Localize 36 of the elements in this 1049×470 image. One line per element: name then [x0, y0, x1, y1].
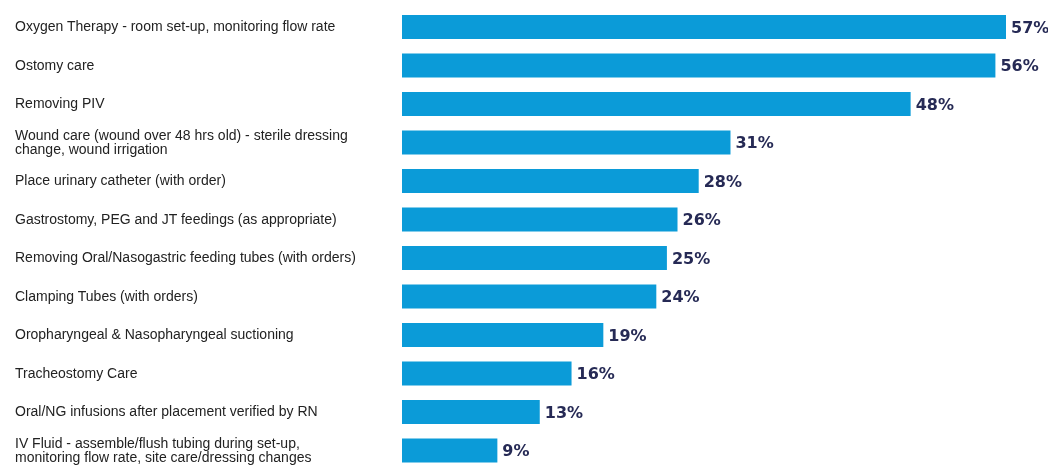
data-label: 13% [544, 402, 584, 422]
data-label: 56% [1000, 56, 1039, 76]
bar [402, 246, 667, 270]
y-tick-label: Place urinary catheter (with order) [15, 171, 226, 188]
bar [402, 15, 1006, 39]
bar [402, 92, 911, 116]
data-label: 25% [671, 248, 711, 268]
bar [402, 169, 699, 193]
data-label: 16% [576, 364, 615, 384]
bar [402, 284, 657, 309]
data-label: 57% [1011, 17, 1049, 37]
y-tick-label: Oral/NG infusions after placement verified by RN [15, 402, 318, 419]
data-label: 31% [735, 133, 774, 153]
data-label: 9% [502, 441, 530, 461]
y-tick-label: Gastrostomy, PEG and JT feedings (as appropriate) [15, 210, 337, 227]
data-label: 26% [682, 210, 721, 230]
y-tick-label: Tracheostomy Care [15, 364, 138, 381]
bar [402, 323, 604, 347]
bar [402, 207, 678, 232]
y-tick-label: Clamping Tubes (with orders) [15, 287, 198, 304]
y-tick-label: Removing Oral/Nasogastric feeding tubes (with orders) [15, 248, 356, 265]
y-tick-label: Oxygen Therapy - room set-up, monitoring flow rate [15, 17, 336, 34]
y-tick-label: Removing PIV [15, 94, 106, 111]
y-tick-label: Wound care (wound over 48 hrs old) - sterile dressing change, wound irrigation [15, 126, 348, 157]
bar [402, 361, 572, 386]
data-label: 24% [661, 287, 700, 307]
bar [402, 438, 498, 463]
bar [402, 130, 731, 155]
y-tick-label: IV Fluid - assemble/flush tubing during set-up, monitoring flow rate, site care/dressing changes [15, 434, 312, 465]
bar [402, 400, 540, 424]
y-tick-label: Oropharyngeal & Nasopharyngeal suctioning [15, 325, 294, 342]
bar [402, 53, 996, 78]
data-label: 28% [703, 171, 742, 191]
data-label: 48% [915, 94, 954, 114]
y-tick-label: Ostomy care [15, 56, 95, 73]
data-label: 19% [608, 325, 647, 345]
